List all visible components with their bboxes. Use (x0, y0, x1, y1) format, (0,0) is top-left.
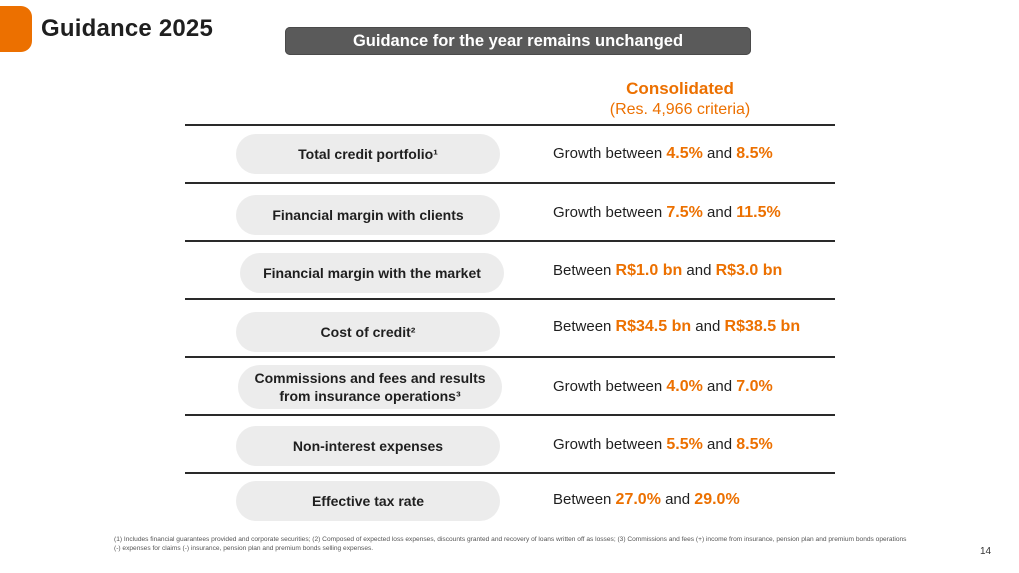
value-low: 27.0% (615, 491, 661, 508)
row-value: Growth between 5.5% and 8.5% (553, 436, 773, 454)
subtitle-banner: Guidance for the year remains unchanged (285, 27, 751, 55)
value-prefix: Growth between (553, 436, 667, 453)
column-header: Consolidated (Res. 4,966 criteria) (560, 79, 800, 121)
row-label-pill: Non-interest expenses (236, 426, 500, 466)
value-high: 8.5% (736, 145, 773, 162)
row-label-pill: Cost of credit² (236, 312, 500, 352)
divider (185, 472, 835, 474)
row-value: Growth between 4.5% and 8.5% (553, 145, 773, 163)
divider (185, 124, 835, 126)
value-low: 4.5% (666, 145, 703, 162)
value-high: 8.5% (736, 436, 773, 453)
subtitle-banner-text: Guidance for the year remains unchanged (352, 31, 684, 50)
value-high: 7.0% (736, 378, 773, 395)
value-low: R$1.0 bn (615, 262, 683, 279)
value-high: 29.0% (694, 491, 740, 508)
value-low: R$34.5 bn (615, 318, 692, 335)
row-label: Financial margin with clients (272, 207, 464, 223)
row-value: Between R$34.5 bn and R$38.5 bn (553, 318, 800, 336)
row-value: Between 27.0% and 29.0% (553, 491, 740, 509)
row-label: Effective tax rate (311, 493, 425, 509)
column-header-title: Consolidated (626, 79, 734, 98)
value-prefix: Growth between (553, 145, 667, 162)
value-low: 5.5% (666, 436, 703, 453)
brand-logo (0, 6, 32, 52)
value-prefix: Between (553, 491, 616, 508)
value-prefix: Growth between (553, 204, 667, 221)
value-low: 4.0% (666, 378, 703, 395)
row-label-pill: Total credit portfolio¹ (236, 134, 500, 174)
row-label: Commissions and fees and results from in… (254, 370, 486, 404)
footnote: (1) Includes financial guarantees provid… (114, 536, 907, 552)
value-prefix: Between (553, 262, 616, 279)
value-prefix: Between (553, 318, 616, 335)
row-label-pill: Effective tax rate (236, 481, 500, 521)
divider (185, 414, 835, 416)
row-value: Growth between 4.0% and 7.0% (553, 378, 773, 396)
value-prefix: Growth between (553, 378, 667, 395)
value-low: 7.5% (666, 204, 703, 221)
value-and: and (702, 204, 737, 221)
value-and: and (660, 491, 695, 508)
row-label: Non-interest expenses (292, 438, 444, 454)
value-and: and (702, 436, 737, 453)
row-label: Total credit portfolio¹ (298, 146, 438, 162)
column-header-subtitle: (Res. 4,966 criteria) (609, 101, 751, 118)
row-label-pill: Commissions and fees and results from in… (238, 365, 502, 409)
divider (185, 182, 835, 184)
row-value: Growth between 7.5% and 11.5% (553, 204, 781, 222)
divider (185, 240, 835, 242)
row-label-pill: Financial margin with the market (240, 253, 504, 293)
value-high: R$3.0 bn (715, 262, 783, 279)
value-and: and (691, 318, 725, 335)
value-high: R$38.5 bn (724, 318, 801, 335)
divider (185, 298, 835, 300)
row-label: Financial margin with the market (263, 265, 481, 281)
row-value: Between R$1.0 bn and R$3.0 bn (553, 262, 782, 280)
page-title: Guidance 2025 (41, 15, 214, 42)
value-and: and (702, 145, 737, 162)
value-and: and (702, 378, 737, 395)
row-label: Cost of credit² (320, 324, 416, 340)
row-label-pill: Financial margin with clients (236, 195, 500, 235)
page-number: 14 (980, 546, 992, 557)
value-and: and (682, 262, 716, 279)
divider (185, 356, 835, 358)
value-high: 11.5% (736, 204, 781, 221)
